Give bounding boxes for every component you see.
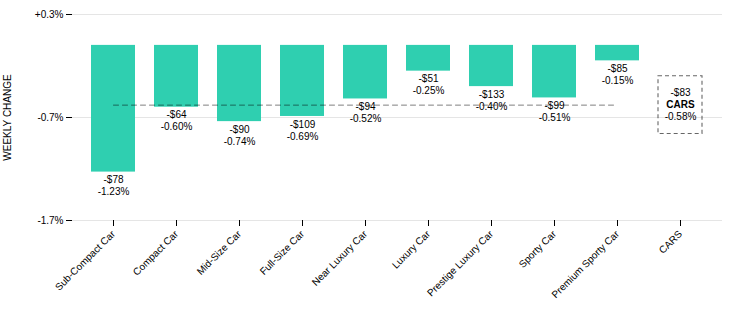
- svg-text:+0.3%: +0.3%: [35, 9, 64, 20]
- svg-text:-$94: -$94: [355, 101, 375, 112]
- svg-text:-$109: -$109: [290, 119, 316, 130]
- svg-text:-0.69%: -0.69%: [287, 131, 319, 142]
- svg-text:WEEKLY CHANGE: WEEKLY CHANGE: [2, 74, 13, 161]
- svg-text:-$133: -$133: [479, 89, 505, 100]
- svg-text:Premium Sporty Car: Premium Sporty Car: [549, 228, 621, 300]
- svg-text:Luxury Car: Luxury Car: [390, 228, 433, 271]
- svg-text:CARS: CARS: [666, 99, 695, 110]
- svg-text:Sub-Compact Car: Sub-Compact Car: [53, 228, 118, 293]
- svg-text:-$83: -$83: [670, 87, 690, 98]
- svg-text:-0.25%: -0.25%: [413, 85, 445, 96]
- svg-text:-0.60%: -0.60%: [161, 121, 193, 132]
- svg-text:-0.52%: -0.52%: [350, 113, 382, 124]
- svg-text:-$64: -$64: [166, 109, 186, 120]
- svg-text:-$85: -$85: [607, 63, 627, 74]
- svg-text:Near Luxury Car: Near Luxury Car: [310, 228, 370, 288]
- svg-text:-$99: -$99: [544, 100, 564, 111]
- svg-text:-0.51%: -0.51%: [539, 112, 571, 123]
- svg-text:-$90: -$90: [229, 124, 249, 135]
- svg-text:Compact Car: Compact Car: [131, 228, 181, 278]
- svg-text:-1.7%: -1.7%: [37, 215, 63, 226]
- svg-text:Full-Size Car: Full-Size Car: [258, 228, 307, 277]
- svg-text:-$51: -$51: [418, 73, 438, 84]
- svg-text:-0.58%: -0.58%: [665, 111, 697, 122]
- svg-text:-0.7%: -0.7%: [37, 112, 63, 123]
- svg-text:CARS: CARS: [657, 228, 685, 256]
- svg-text:Mid-Size Car: Mid-Size Car: [195, 228, 244, 277]
- svg-text:Prestige Luxury Car: Prestige Luxury Car: [425, 228, 496, 299]
- svg-text:Sporty Car: Sporty Car: [517, 228, 559, 270]
- svg-text:-$78: -$78: [103, 174, 123, 185]
- svg-text:-1.23%: -1.23%: [98, 186, 130, 197]
- svg-text:-0.15%: -0.15%: [602, 75, 634, 86]
- svg-text:-0.74%: -0.74%: [224, 136, 256, 147]
- svg-text:-0.40%: -0.40%: [476, 101, 508, 112]
